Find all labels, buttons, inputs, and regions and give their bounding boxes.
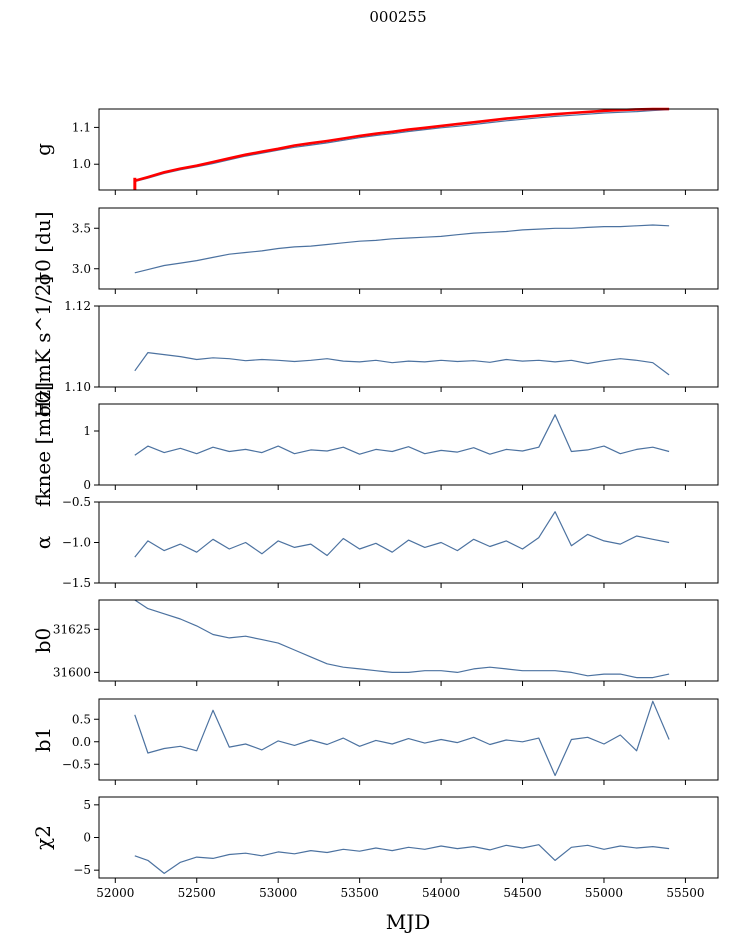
series-line-4-1: [134, 414, 670, 456]
series-line-5-1: [134, 511, 670, 558]
y-tick-label-7-2: 0.0: [72, 735, 91, 749]
y-tick-label-6-1: 31600: [53, 665, 91, 679]
series-line-8-1: [134, 844, 670, 875]
panel-3: 1.10 1.12 σ0[mK s^1/2]: [31, 276, 719, 417]
y-tick-label-6-2: 31625: [53, 622, 91, 636]
series-line-3-1: [134, 352, 670, 376]
y-tick-label-7-3: 0.5: [72, 712, 91, 726]
y-axis-label-5: α: [31, 536, 55, 550]
series-line-2-1: [134, 224, 670, 274]
y-axis-label-8: χ2: [31, 825, 55, 850]
x-tick-label-8: 55500: [666, 886, 704, 900]
y-axis-label-4: fknee [mHz]: [31, 382, 55, 507]
x-tick-label-5: 54000: [422, 886, 460, 900]
y-axis-label-2: σ0 [du]: [31, 211, 55, 285]
x-tick-label-3: 53000: [259, 886, 297, 900]
axes-frame-6: [98, 599, 719, 682]
y-tick-label-8-1: −5: [73, 863, 91, 877]
axes-frame-1: [98, 108, 719, 191]
x-tick-label-7: 55000: [585, 886, 623, 900]
panel-7: −0.5 0.0 0.5 b1: [31, 698, 719, 785]
y-tick-label-7-1: −0.5: [62, 757, 91, 771]
series-line-1-2: [134, 107, 670, 183]
y-tick-label-1-2: 1.1: [72, 120, 91, 134]
axes-frame-8: [98, 796, 719, 879]
y-axis-label-1: g: [31, 143, 55, 156]
figure-suptitle: 000255: [369, 8, 426, 26]
y-tick-label-1-1: 1.0: [72, 157, 91, 171]
panel-5: −1.5 −1.0 −0.5 α: [31, 495, 719, 590]
panel-2: 3.0 3.5 σ0 [du]: [31, 207, 719, 294]
axes-frame-7: [98, 698, 719, 781]
axes-frame-3: [98, 305, 719, 388]
x-axis-label: MJD: [386, 910, 431, 934]
panel-4: 0 1 fknee [mHz]: [31, 382, 719, 507]
y-axis-label-7: b1: [31, 727, 55, 753]
y-tick-label-2-1: 3.0: [72, 262, 91, 276]
axes-frame-2: [98, 207, 719, 290]
x-tick-label-6: 54500: [503, 886, 541, 900]
y-axis-label-6: b0: [31, 628, 55, 654]
panels: 1.0 1.1 g 3.0 3.5 σ0 [du] 1.10 1.12 σ0[mK s^1/2]…: [31, 107, 719, 900]
series-line-1-1: [134, 109, 670, 183]
y-tick-label-3-2: 1.12: [64, 299, 91, 313]
y-tick-label-4-1: 0: [83, 478, 91, 492]
x-tick-label-4: 53500: [341, 886, 379, 900]
x-tick-label-1: 52000: [96, 886, 134, 900]
y-axis-label-3: σ0[mK s^1/2]: [31, 276, 55, 417]
y-tick-label-3-1: 1.10: [64, 380, 91, 394]
axes-frame-4: [98, 403, 719, 486]
axes-frame-5: [98, 501, 719, 584]
y-tick-label-5-2: −1.0: [62, 536, 91, 550]
x-tick-label-2: 52500: [178, 886, 216, 900]
panel-8: −5 0 5 52000 52500 53000 53500 54000 54500 55000 5…: [31, 796, 719, 900]
panel-1: 1.0 1.1 g: [31, 107, 719, 195]
y-tick-label-2-2: 3.5: [72, 221, 91, 235]
y-tick-label-8-2: 0: [83, 831, 91, 845]
series-line-7-1: [134, 700, 670, 777]
y-tick-label-4-2: 1: [83, 424, 91, 438]
y-tick-label-5-3: −0.5: [62, 495, 91, 509]
y-tick-label-5-1: −1.5: [62, 576, 91, 590]
series-line-6-1: [134, 599, 670, 679]
y-tick-label-8-3: 5: [83, 798, 91, 812]
